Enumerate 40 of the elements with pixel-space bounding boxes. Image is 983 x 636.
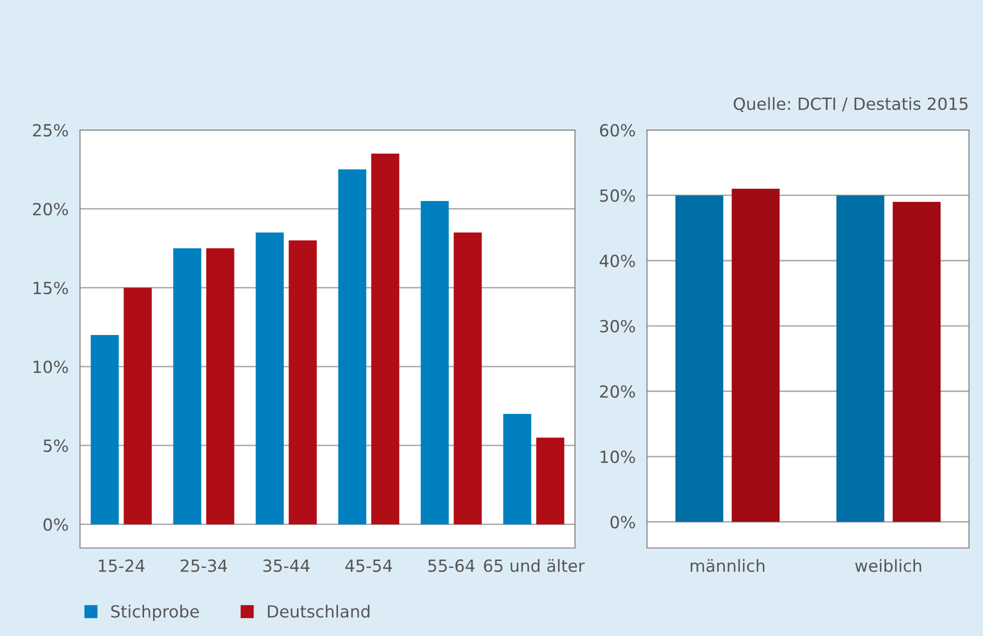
x-tick-label: 15-24 <box>98 559 145 572</box>
x-tick-label: 45-54 <box>345 560 392 572</box>
y-tick-label: 10% <box>34 360 68 374</box>
bar <box>288 240 317 524</box>
y-tick-label: 5% <box>44 439 68 452</box>
bar <box>675 195 724 522</box>
legend-label: Stichprobe <box>111 604 199 621</box>
x-tick-label: 65 und älter <box>484 559 585 572</box>
y-tick-label: 40% <box>600 254 635 268</box>
y-tick-label: 0% <box>44 518 68 531</box>
bar <box>536 438 564 524</box>
y-tick-label: 60% <box>600 124 635 137</box>
bar <box>892 202 941 522</box>
bar <box>503 414 532 524</box>
x-tick-label: 55-64 <box>428 559 475 572</box>
x-tick-label: männlich <box>690 559 764 572</box>
bar <box>420 200 449 524</box>
bar <box>338 169 366 524</box>
y-tick-label: 20% <box>33 202 68 216</box>
y-tick-label: 20% <box>600 385 635 398</box>
x-tick-label: 25-34 <box>180 559 228 572</box>
bar <box>256 232 284 524</box>
bar <box>371 154 400 524</box>
legend-label: Deutschland <box>268 604 370 618</box>
bar <box>173 248 202 524</box>
y-tick-label: 0% <box>610 516 635 528</box>
x-tick-label: 35-44 <box>263 559 310 572</box>
bar <box>732 188 780 522</box>
y-tick-label: 25% <box>33 124 68 137</box>
bar <box>454 232 482 524</box>
y-tick-label: 30% <box>600 320 635 333</box>
bar <box>836 195 884 522</box>
x-tick-label: weiblich <box>855 559 922 572</box>
y-tick-label: 10% <box>600 450 635 464</box>
y-tick-label: 50% <box>600 189 635 202</box>
bar <box>206 248 234 524</box>
source-note: Quelle: DCTI / Destatis 2015 <box>734 97 968 112</box>
bar <box>90 335 119 524</box>
bar <box>124 288 152 524</box>
y-tick-label: 15% <box>34 282 68 294</box>
